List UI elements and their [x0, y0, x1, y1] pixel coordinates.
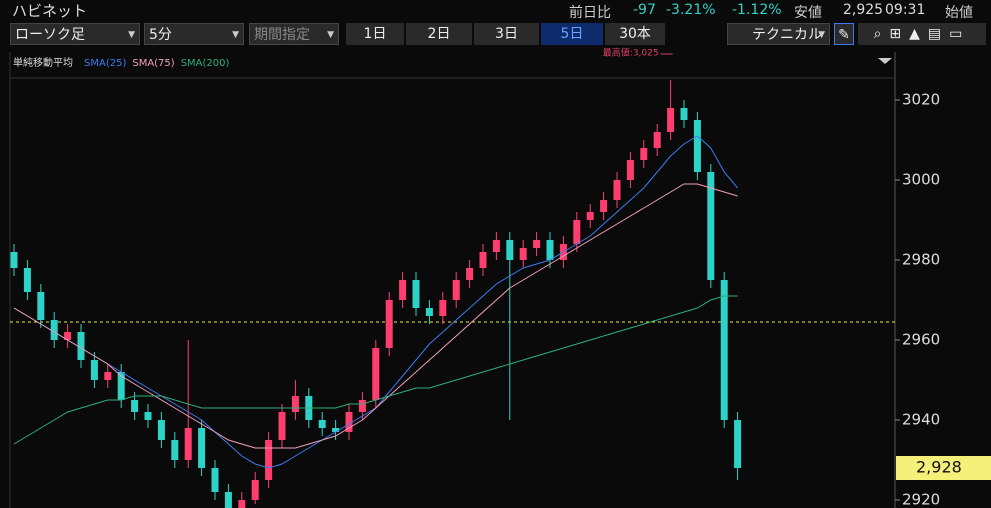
candle-body — [278, 412, 286, 440]
period-button[interactable]: 3日 — [474, 23, 539, 45]
period-button[interactable]: 30本 — [605, 23, 665, 45]
candle-body — [318, 420, 326, 428]
candle-body — [23, 268, 31, 292]
candle-body — [198, 428, 206, 468]
period-button[interactable]: 1日 — [346, 23, 404, 45]
candle-body — [452, 280, 460, 300]
candle-body — [345, 412, 353, 432]
collapse-icon[interactable] — [878, 58, 892, 64]
y-tick-label: 2980 — [902, 251, 940, 269]
candle-body — [10, 252, 18, 268]
candle-body — [492, 240, 500, 252]
tool-icons[interactable]: ⌕⊞▲▤▭ — [858, 23, 986, 45]
y-tick-label: 2960 — [902, 331, 940, 349]
candle-body — [399, 280, 407, 300]
candle-body — [211, 468, 219, 492]
candle-body — [586, 212, 594, 220]
candle-body — [291, 396, 299, 412]
legend-entry: SMA(200) — [181, 58, 230, 69]
candle-body — [653, 132, 661, 148]
legend-entry: SMA(75) — [132, 58, 174, 69]
candle-body — [184, 428, 192, 460]
candle-body — [707, 172, 715, 280]
stock-name: ハビネット — [12, 2, 88, 20]
candle-body — [600, 200, 608, 212]
chart-bg — [0, 50, 991, 508]
candle-body — [546, 240, 554, 260]
candle-body — [385, 300, 393, 348]
label: 前日比 — [569, 5, 611, 21]
legend-entry: SMA(25) — [84, 58, 126, 69]
price-box — [896, 456, 991, 480]
candle-body — [667, 108, 675, 132]
candle-body — [171, 440, 179, 460]
candle-body — [372, 348, 380, 400]
candle-body — [90, 360, 98, 380]
candle-body — [680, 108, 688, 120]
candle-body — [519, 248, 527, 260]
label: 安値 — [794, 5, 822, 21]
candle-body — [50, 320, 58, 340]
period-button[interactable]: 2日 — [406, 23, 472, 45]
candle-body — [117, 372, 125, 400]
candle-body — [358, 400, 366, 412]
candle-body — [479, 252, 487, 268]
candle-body — [439, 300, 447, 316]
value: -3.21% — [666, 2, 716, 18]
value: -97 — [633, 2, 656, 18]
candle-body — [425, 308, 433, 316]
candle-body — [131, 400, 139, 412]
chart-kind[interactable]: ローソク足 — [10, 23, 140, 46]
draw-icon[interactable]: ✎ — [834, 23, 854, 45]
candle-body — [693, 120, 701, 172]
candle-body — [573, 220, 581, 244]
candle-body — [720, 280, 728, 420]
interval[interactable]: 5分 — [144, 23, 244, 46]
candle-body — [224, 492, 232, 508]
sma-line — [13, 295, 738, 445]
candle-body — [104, 372, 112, 380]
candle-body — [37, 292, 45, 320]
legend-title: 単純移動平均 — [13, 56, 73, 69]
y-tick-label: 2920 — [902, 491, 940, 508]
candle-body — [332, 428, 340, 432]
candle-body — [238, 500, 246, 508]
candle-body — [412, 280, 420, 308]
annotation: 最高値:3,025 — [603, 47, 659, 59]
y-tick-label: 2940 — [902, 411, 940, 429]
candle-body — [533, 240, 541, 248]
price-label: 2,928 — [916, 458, 962, 477]
candle-body — [626, 160, 634, 180]
candle-body — [144, 412, 152, 420]
candle-body — [157, 420, 165, 440]
candle-body — [613, 180, 621, 200]
label: 始値 — [945, 5, 973, 21]
header: ハビネット 前日比 -97 -3.21% -1.12% 安値 2,925 09:… — [0, 0, 991, 21]
candle-body — [64, 332, 72, 340]
value: 2,925 — [843, 2, 884, 18]
y-tick-label: 3000 — [902, 171, 940, 189]
technical[interactable]: テクニカル — [727, 23, 830, 46]
candle-body — [734, 420, 742, 468]
value: 09:31 — [885, 2, 926, 18]
candle-body — [265, 440, 273, 480]
candle-body — [640, 148, 648, 160]
candle-body — [466, 268, 474, 280]
candle-body — [506, 240, 514, 260]
candle-body — [77, 332, 85, 360]
value: -1.12% — [732, 2, 782, 18]
sma-line — [13, 183, 738, 449]
range[interactable]: 期間指定 — [249, 23, 339, 46]
candle-body — [251, 480, 259, 500]
period-button[interactable]: 5日 — [541, 23, 603, 45]
y-tick-label: 3020 — [902, 91, 940, 109]
